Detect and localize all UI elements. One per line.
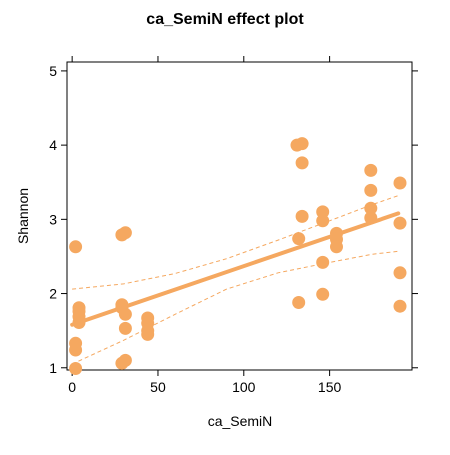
data-point	[364, 183, 378, 197]
fit-line-group	[70, 211, 401, 327]
data-point	[316, 287, 330, 301]
data-point	[393, 216, 407, 230]
data-point	[295, 156, 309, 170]
x-axis-label: ca_SemiN	[208, 413, 273, 429]
data-point	[316, 205, 330, 219]
data-point	[364, 201, 378, 215]
data-point	[118, 353, 132, 367]
y-tick-label: 5	[49, 63, 57, 79]
x-tick-label: 0	[68, 379, 76, 395]
y-tick-label: 3	[49, 211, 57, 227]
ci-lower-line	[71, 250, 399, 365]
data-point	[69, 362, 83, 375]
data-point	[316, 214, 330, 228]
data-point	[295, 137, 309, 151]
confidence-band	[71, 195, 399, 365]
data-point	[118, 307, 132, 321]
y-tick-label: 2	[49, 286, 57, 302]
data-point	[69, 240, 83, 254]
y-axis-label: Shannon	[15, 188, 31, 244]
data-point	[330, 240, 343, 254]
data-point	[69, 343, 83, 357]
chart-title: ca_SemiN effect plot	[146, 11, 304, 28]
data-point	[393, 299, 407, 313]
x-tick-label: 150	[318, 379, 342, 395]
x-tick-label: 100	[232, 379, 256, 395]
data-point	[364, 163, 378, 177]
data-point	[393, 176, 407, 190]
data-point	[292, 232, 306, 246]
ci-upper-line	[72, 195, 399, 290]
data-point	[118, 321, 132, 335]
data-point	[295, 209, 309, 223]
plot-frame	[66, 61, 413, 371]
data-points	[69, 137, 407, 375]
data-point	[141, 327, 155, 341]
axis-ticks: 0 50 100 150 1 2 3 4 5	[49, 56, 418, 395]
data-point	[118, 226, 132, 240]
fit-line	[70, 211, 401, 327]
data-point	[292, 296, 306, 309]
y-tick-label: 4	[49, 137, 57, 153]
y-tick-label: 1	[49, 360, 57, 376]
data-point	[393, 266, 407, 280]
data-point	[316, 255, 330, 269]
x-tick-label: 50	[150, 379, 166, 395]
